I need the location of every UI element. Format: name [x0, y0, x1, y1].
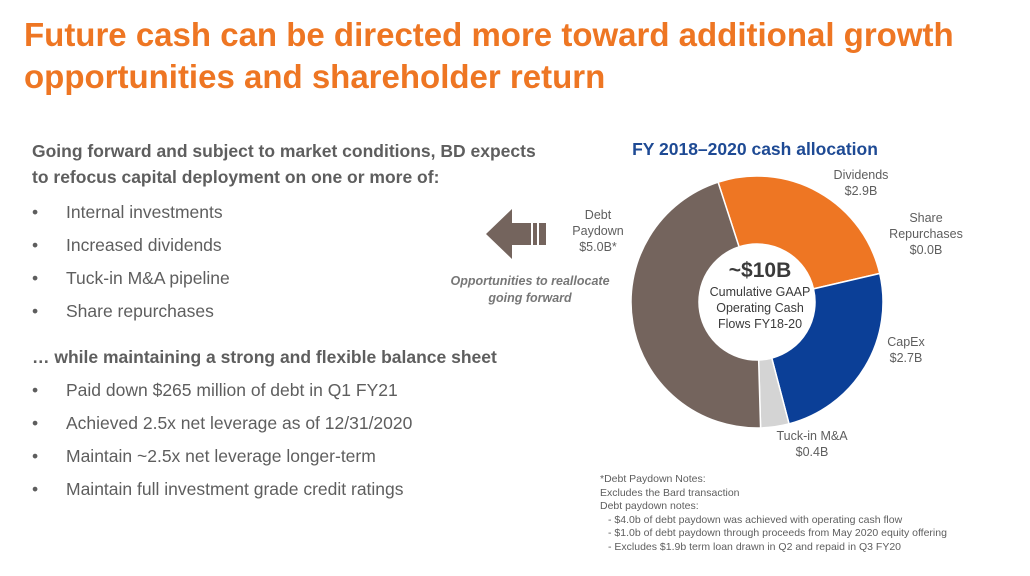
intro-line-2: to refocus capital deployment on one or …	[32, 167, 440, 187]
list-item: • Achieved 2.5x net leverage as of 12/31/…	[32, 407, 412, 440]
bullet-icon: •	[32, 479, 39, 499]
intro-line-1: Going forward and subject to market cond…	[32, 141, 536, 161]
notes-line: - Excludes $1.9b term loan drawn in Q2 a…	[608, 540, 901, 553]
notes-line: - $1.0b of debt paydown through proceeds…	[608, 527, 947, 539]
donut-slice-capex	[770, 272, 884, 425]
left-arrow-icon	[486, 209, 546, 259]
list-item: • Increased dividends	[32, 229, 230, 262]
list-item-text: Share repurchases	[66, 301, 214, 321]
bullet-icon: •	[32, 380, 39, 400]
share-repurchases-label-line-1: Share	[909, 211, 943, 225]
bullet-icon: •	[32, 268, 39, 288]
balance-sheet-subhead: … while maintaining a strong and flexibl…	[32, 347, 497, 367]
dividends-label-value: $2.9B	[844, 184, 878, 198]
list-item-text: Increased dividends	[66, 235, 222, 255]
list-item: • Paid down $265 million of debt in Q1 FY…	[32, 374, 412, 407]
debt-paydown-label: Debt Paydown $5.0B*	[566, 207, 630, 255]
center-line-2: Operating Cash	[716, 301, 804, 315]
debt-paydown-label-line-2: Paydown	[572, 224, 624, 238]
title-line-2: opportunities and shareholder return	[24, 58, 606, 95]
debt-paydown-label-line-1: Debt	[584, 208, 612, 222]
capital-deployment-list: • Internal investments • Increased dividen…	[32, 196, 230, 328]
list-item: • Internal investments	[32, 196, 230, 229]
bullet-icon: •	[32, 202, 39, 222]
dividends-label-name: Dividends	[833, 168, 889, 182]
bullet-icon: •	[32, 235, 39, 255]
tuck-in-label-value: $0.4B	[795, 445, 829, 459]
donut-slice-dividends	[717, 175, 881, 290]
list-item-text: Internal investments	[66, 202, 223, 222]
debt-paydown-notes: *Debt Paydown Notes: Excludes the Bard t…	[600, 473, 1020, 554]
donut-center-label: ~$10B Cumulative GAAP Operating Cash Flo…	[690, 258, 830, 332]
bullet-icon: •	[32, 301, 39, 321]
donut-slice-debt-paydown	[630, 181, 762, 429]
reallocate-label: Opportunities to reallocate going forwar…	[440, 273, 620, 307]
center-total: ~$10B	[728, 259, 792, 282]
list-item: • Share repurchases	[32, 295, 230, 328]
intro-text: Going forward and subject to market cond…	[32, 138, 592, 190]
list-item-text: Maintain ~2.5x net leverage longer-term	[66, 446, 376, 466]
notes-line: *Debt Paydown Notes:	[600, 473, 706, 485]
capex-label: CapEx $2.7B	[876, 334, 936, 366]
capex-label-value: $2.7B	[889, 351, 923, 365]
reallocate-label-line-1: Opportunities to reallocate	[450, 274, 610, 288]
notes-line: Debt paydown notes:	[600, 500, 699, 512]
list-item: • Tuck-in M&A pipeline	[32, 262, 230, 295]
center-line-3: Flows FY18-20	[717, 317, 803, 331]
bullet-icon: •	[32, 446, 39, 466]
tuck-in-label-name: Tuck-in M&A	[776, 429, 848, 443]
bullet-icon: •	[32, 413, 39, 433]
tuck-in-label: Tuck-in M&A $0.4B	[766, 428, 858, 460]
list-item-text: Achieved 2.5x net leverage as of 12/31/2…	[66, 413, 413, 433]
chart-title: FY 2018–2020 cash allocation	[632, 139, 878, 159]
capex-label-name: CapEx	[887, 335, 925, 349]
center-line-1: Cumulative GAAP	[709, 285, 811, 299]
balance-sheet-list: • Paid down $265 million of debt in Q1 FY…	[32, 374, 412, 506]
notes-line: - $4.0b of debt paydown was achieved wit…	[608, 513, 903, 526]
title-line-1: Future cash can be directed more toward …	[24, 16, 954, 53]
dividends-label: Dividends $2.9B	[818, 167, 904, 199]
list-item: • Maintain full investment grade credit r…	[32, 473, 412, 506]
notes-line: Excludes the Bard transaction	[600, 486, 740, 499]
debt-paydown-label-value: $5.0B*	[579, 240, 617, 254]
share-repurchases-label-value: $0.0B	[909, 243, 943, 257]
share-repurchases-label: Share Repurchases $0.0B	[884, 210, 968, 258]
list-item: • Maintain ~2.5x net leverage longer-term	[32, 440, 412, 473]
page-title: Future cash can be directed more toward …	[24, 14, 1014, 98]
reallocate-label-line-2: going forward	[488, 291, 572, 305]
list-item-text: Maintain full investment grade credit ra…	[66, 479, 404, 499]
share-repurchases-label-line-2: Repurchases	[889, 227, 963, 241]
list-item-text: Tuck-in M&A pipeline	[66, 268, 230, 288]
list-item-text: Paid down $265 million of debt in Q1 FY2…	[66, 380, 398, 400]
